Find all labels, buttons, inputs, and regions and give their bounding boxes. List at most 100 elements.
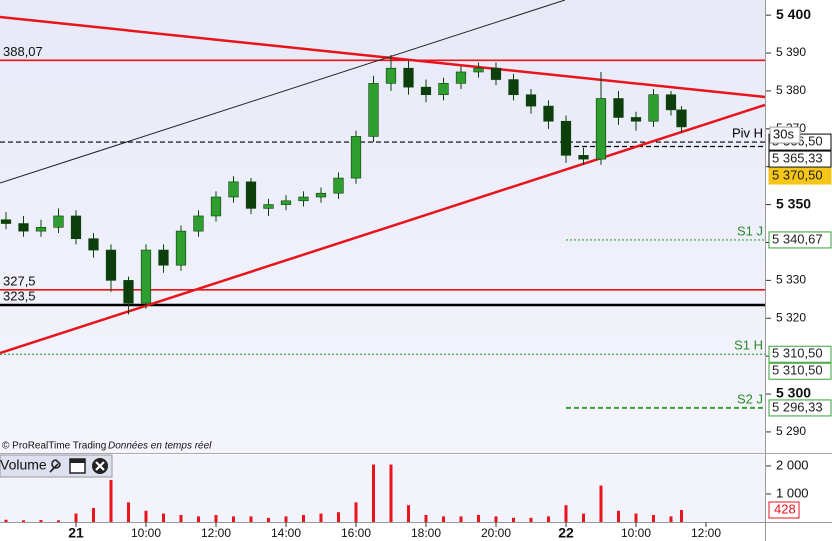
candle-body	[298, 196, 309, 202]
price-box	[768, 399, 832, 417]
volume-bar	[56, 520, 60, 522]
candle-body	[490, 67, 502, 80]
volume-bar	[389, 464, 393, 522]
price-box-label: 5 340,67	[772, 231, 823, 246]
candle-body	[70, 215, 82, 239]
y-tick-label: 2 000	[776, 457, 809, 472]
price-box-label: 5 310,50	[772, 363, 823, 378]
volume-title: Volume	[0, 457, 47, 473]
level-label: S1 J	[737, 223, 763, 238]
x-tick-label: 14:00	[271, 526, 301, 540]
candle-body	[35, 227, 47, 232]
volume-pane	[0, 455, 765, 522]
level-label: Piv H	[732, 126, 763, 141]
price-box-label: 5 370,50	[772, 168, 823, 183]
price-box	[768, 231, 832, 249]
last-volume-box	[768, 501, 800, 519]
price-box-label: 5 310,50	[772, 346, 823, 361]
price-box	[768, 150, 832, 168]
candle-body	[543, 105, 554, 122]
level-label: S2 J	[737, 391, 763, 406]
volume-bar	[616, 510, 620, 522]
price-box	[768, 167, 832, 185]
y-tick-label: 5 350	[776, 195, 811, 211]
y-tick-label: 5 380	[776, 83, 806, 97]
volume-bar	[354, 502, 358, 522]
volume-bar	[39, 520, 43, 522]
x-tick-label: 12:00	[201, 526, 231, 540]
candle-body	[613, 98, 624, 118]
candle-body	[595, 98, 607, 160]
x-tick-label: 22	[558, 525, 574, 541]
volume-bar	[599, 485, 603, 522]
volume-bar	[371, 464, 375, 522]
timeframe-label: 30s	[773, 127, 794, 142]
price-pane	[0, 0, 765, 453]
x-tick-label: 10:00	[621, 526, 651, 540]
candle-body	[158, 249, 169, 266]
volume-bar	[284, 516, 288, 522]
volume-bar	[424, 514, 428, 522]
trendline	[0, 103, 766, 355]
candle-body	[263, 204, 274, 209]
volume-bar	[476, 514, 480, 522]
candle-body	[676, 109, 687, 128]
volume-bar	[74, 513, 78, 522]
trendline	[0, 15, 766, 99]
volume-bar	[459, 516, 463, 522]
x-tick-label: 21	[68, 525, 84, 541]
volume-bar	[546, 516, 550, 522]
x-tick-label: 18:00	[411, 526, 441, 540]
volume-bar	[144, 510, 148, 522]
volume-bar	[336, 512, 340, 522]
volume-bar	[91, 507, 95, 522]
candle-body	[175, 230, 187, 266]
volume-bar	[231, 516, 235, 522]
candle-body	[630, 117, 642, 122]
candle-body	[473, 67, 484, 73]
volume-bar	[179, 514, 183, 522]
candle-body	[665, 94, 677, 111]
level-left-label: 323,5	[3, 288, 36, 303]
candle-body	[420, 86, 432, 96]
candle-body	[0, 219, 12, 224]
volume-bar	[161, 513, 165, 522]
candle-body	[280, 200, 292, 205]
volume-bar	[406, 505, 410, 522]
candle-body	[315, 192, 327, 198]
y-tick-label: 5 390	[776, 45, 806, 59]
volume-bar	[109, 479, 113, 522]
x-tick-label: 16:00	[341, 526, 371, 540]
candle-body	[123, 280, 134, 304]
level-left-label: 327,5	[3, 273, 36, 288]
candle-body	[350, 136, 362, 179]
y-tick-label: 5 400	[776, 6, 811, 22]
volume-bar	[126, 502, 130, 522]
candle-body	[18, 223, 29, 232]
candle-body	[455, 71, 467, 84]
price-axis	[766, 0, 832, 541]
level-label: S1 H	[734, 338, 763, 353]
settings-icon[interactable]	[49, 459, 61, 473]
candle-body	[210, 196, 222, 217]
x-tick-label: 10:00	[131, 526, 161, 540]
plot	[0, 0, 766, 522]
volume-bar	[196, 516, 200, 522]
volume-bar	[511, 517, 515, 522]
level-left-label: 388,07	[3, 44, 43, 59]
close-icon-cross	[95, 461, 105, 471]
volume-bar	[301, 514, 305, 522]
y-tick-label: 1 000	[776, 485, 809, 500]
y-tick-label: 5 320	[776, 310, 806, 324]
volume-bar	[564, 505, 568, 522]
volume-bar	[679, 510, 683, 522]
candle-body	[385, 67, 397, 84]
candle-body	[193, 215, 204, 232]
volume-bar	[4, 519, 8, 522]
candle-body	[403, 67, 414, 88]
x-tick-label: 20:00	[481, 526, 511, 540]
y-tick-label: 5 300	[776, 385, 811, 401]
price-box	[768, 345, 832, 363]
candle-body	[228, 181, 239, 198]
volume-bar	[214, 514, 218, 522]
